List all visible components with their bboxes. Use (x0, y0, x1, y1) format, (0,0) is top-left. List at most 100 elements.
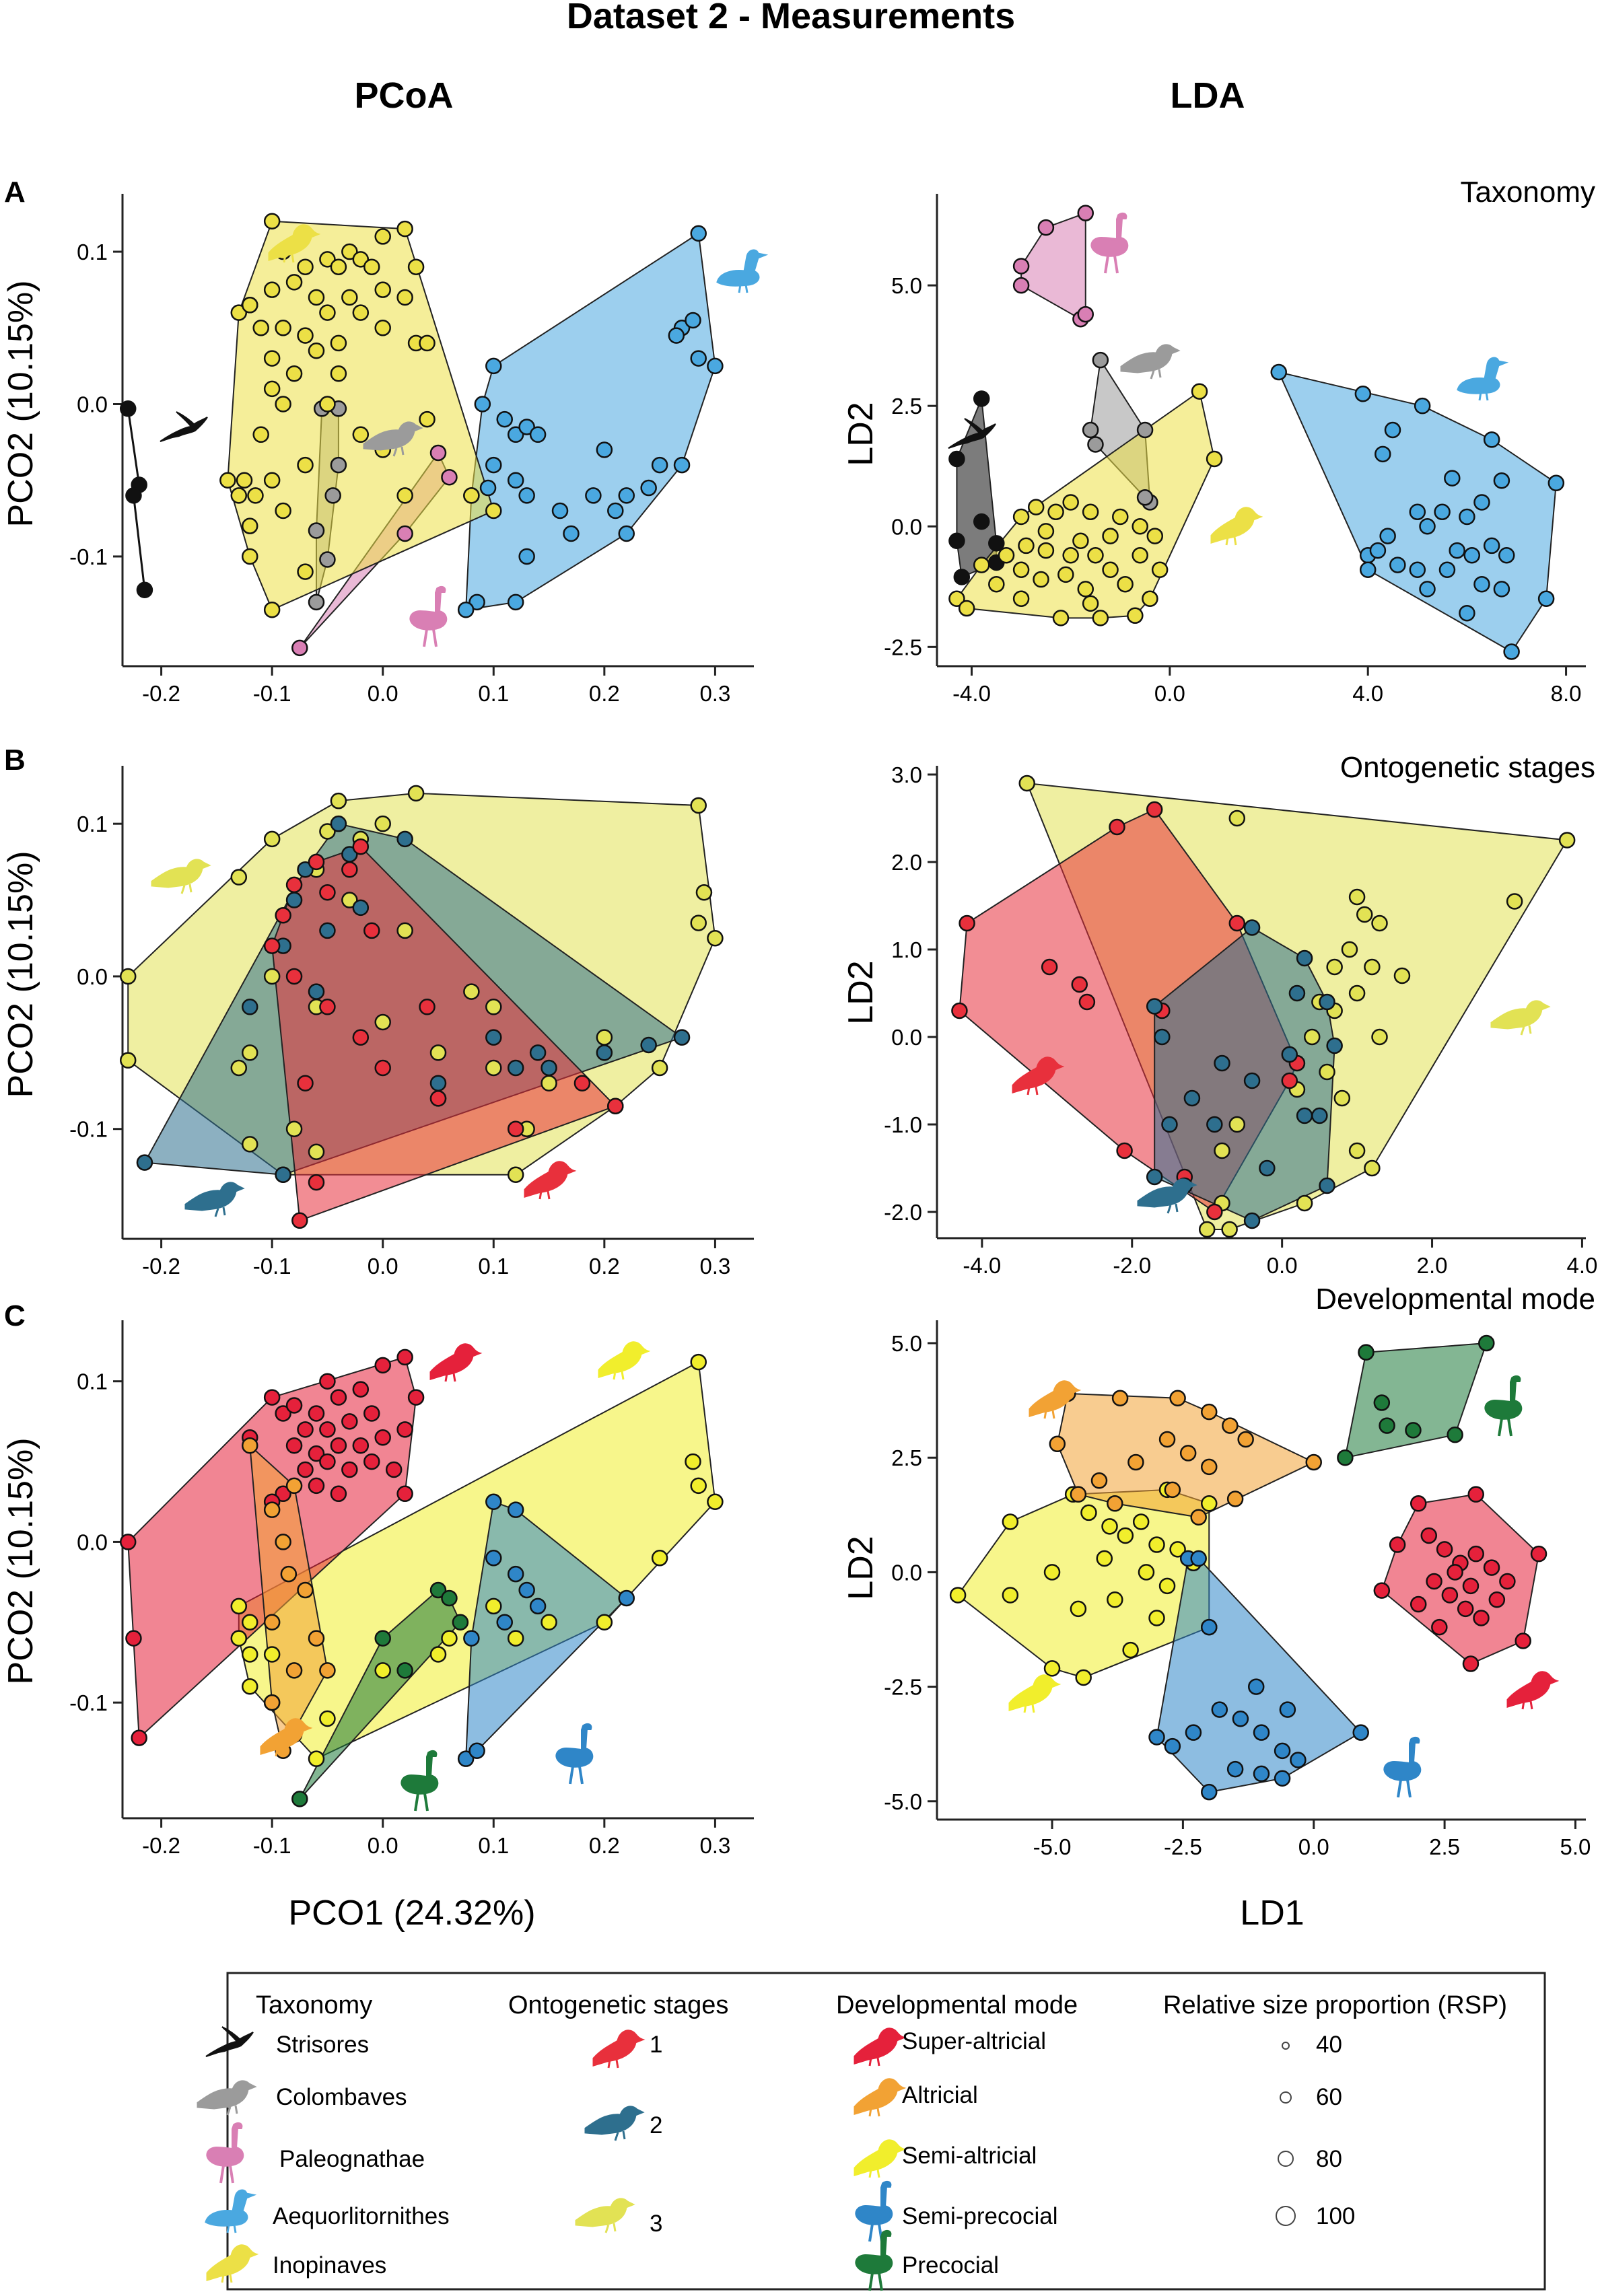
x-tick-label: 0.1 (478, 1833, 509, 1858)
point-inopinaves (275, 502, 291, 519)
y-tick-label: -5.0 (884, 1789, 922, 1814)
point-inopinaves (1127, 607, 1144, 624)
aequorlitornithes-icon (716, 249, 766, 294)
point-2 (1146, 1168, 1163, 1186)
point-3 (230, 1059, 248, 1077)
point-aequorlitornithes (596, 441, 613, 458)
stage-1-icon (524, 1161, 575, 1200)
point-semi-altricial (1080, 1504, 1097, 1521)
point-3 (1214, 1142, 1230, 1159)
point-paleognathae (1012, 277, 1030, 294)
point-aequorlitornithes (1414, 397, 1431, 415)
hull-inopinaves (227, 220, 495, 611)
point-semi-altricial (241, 1646, 258, 1663)
y-label-lda-a: LD2 (841, 402, 880, 466)
y-tick-label: 3.0 (891, 762, 922, 787)
point-altricial (319, 1662, 336, 1679)
y-tick-label: 5.0 (891, 1331, 922, 1356)
point-semi-precocial (1247, 1678, 1265, 1695)
point-semi-altricial (1158, 1577, 1176, 1595)
point-semi-altricial (1201, 1495, 1218, 1512)
point-aequorlitornithes (1503, 643, 1520, 660)
point-aequorlitornithes (1389, 557, 1406, 573)
point-semi-altricial (319, 1710, 336, 1727)
point-1 (959, 914, 975, 932)
y-tick-label: -2.0 (884, 1200, 922, 1225)
point-semi-altricial (707, 1493, 724, 1510)
point-2 (1214, 1054, 1230, 1072)
point-2 (1288, 984, 1306, 1002)
point-strisores (988, 535, 1005, 552)
point-colombaves (308, 594, 325, 611)
point-super-altricial (1467, 1545, 1484, 1563)
aequorlitornithes-icon (205, 2189, 254, 2234)
point-semi-altricial (241, 1614, 258, 1631)
point-3 (230, 869, 248, 886)
point-semi-altricial (1002, 1513, 1019, 1530)
point-super-altricial (341, 1413, 358, 1430)
point-inopinaves (352, 426, 370, 443)
point-3 (319, 823, 336, 840)
point-2 (1259, 1159, 1276, 1177)
point-2 (396, 830, 413, 848)
point-precocial (1337, 1449, 1354, 1466)
point-strisores (953, 569, 971, 585)
precocial-icon (855, 2229, 893, 2292)
x-tick-label: -0.2 (142, 1833, 180, 1858)
point-super-altricial (330, 1485, 347, 1503)
point-altricial (285, 1662, 303, 1679)
point-2 (1206, 1116, 1223, 1133)
point-altricial (1169, 1390, 1186, 1406)
point-altricial (1164, 1481, 1181, 1499)
point-aequorlitornithes (1473, 575, 1490, 593)
point-3 (690, 797, 707, 814)
x-tick-label: -0.1 (253, 1254, 291, 1279)
panel-label-ontogenetic: Ontogenetic stages (1340, 751, 1595, 784)
point-inopinaves (230, 304, 248, 321)
point-super-altricial (1483, 1559, 1500, 1576)
x-tick-label: 0.1 (478, 1254, 509, 1279)
point-aequorlitornithes (485, 357, 502, 375)
point-super-altricial (308, 1405, 325, 1422)
point-aequorlitornithes (551, 502, 569, 519)
point-1 (297, 1075, 314, 1091)
point-semi-altricial (507, 1630, 524, 1647)
point-altricial (280, 1565, 298, 1583)
point-inopinaves (396, 487, 413, 504)
y-tick-label: -1.0 (884, 1112, 922, 1137)
point-1 (341, 861, 358, 878)
point-2 (429, 1075, 447, 1091)
y-tick-label: 5.0 (891, 273, 922, 298)
point-aequorlitornithes (563, 525, 580, 542)
point-inopinaves (948, 590, 965, 607)
x-tick-label: 0.0 (1154, 681, 1185, 706)
plot-c-lda: -5.0 -2.5 0.0 2.5 5.0 5.0 2.5 0.0 -2.5 -5.0 (884, 1320, 1591, 1859)
plot-c-pcoa: -0.2 -0.1 0.0 0.1 0.2 0.3 0.1 0.0 -0.1 (69, 1320, 754, 1858)
x-label-lda: LD1 (1240, 1894, 1304, 1933)
point-3 (1341, 941, 1358, 958)
point-aequorlitornithes (474, 396, 491, 412)
legend-devmode-title: Developmental mode (836, 1991, 1078, 2019)
point-aequorlitornithes (1547, 474, 1565, 492)
paleognathae-icon (409, 585, 448, 648)
semi-altricial-icon (1008, 1674, 1059, 1714)
point-semi-altricial (1148, 1610, 1165, 1626)
point-2 (1319, 1177, 1335, 1194)
point-semi-altricial (1002, 1587, 1019, 1604)
point-aequorlitornithes (1537, 590, 1555, 607)
point-aequorlitornithes (1270, 363, 1288, 381)
x-tick-label: -2.5 (1164, 1834, 1202, 1859)
x-tick-label: -0.2 (142, 681, 180, 706)
point-aequorlitornithes (1359, 561, 1377, 578)
point-1 (1078, 993, 1096, 1011)
point-3 (1364, 958, 1381, 976)
x-tick-label: 0.0 (368, 1254, 398, 1279)
point-aequorlitornithes (618, 525, 635, 542)
hull-aequorlitornithes (465, 232, 716, 611)
point-aequorlitornithes (1375, 445, 1391, 463)
point-super-altricial (297, 1421, 314, 1438)
point-inopinaves (1062, 494, 1079, 511)
paleognathae-icon (1090, 212, 1129, 275)
panel-label-devmode: Developmental mode (1315, 1283, 1595, 1316)
point-altricial (1305, 1454, 1322, 1471)
